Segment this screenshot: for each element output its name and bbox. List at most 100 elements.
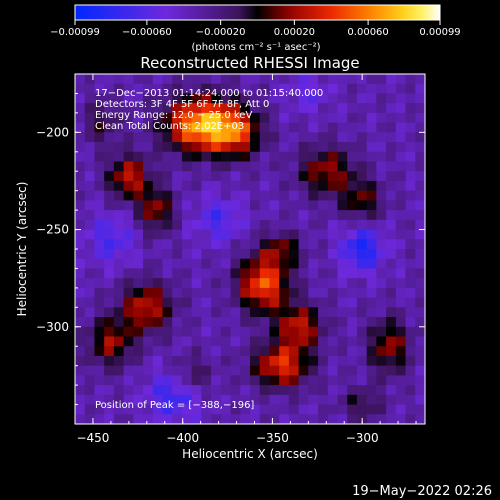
heatmap-cell xyxy=(133,200,144,211)
heatmap-cell xyxy=(356,83,368,94)
heatmap-cell xyxy=(75,404,86,415)
heatmap-cell xyxy=(211,210,222,221)
heatmap-cell xyxy=(75,190,86,201)
heatmap-cell xyxy=(84,219,95,230)
heatmap-cell xyxy=(152,122,163,133)
heatmap-cell xyxy=(347,210,358,221)
heatmap-cell xyxy=(259,103,270,114)
heatmap-cell xyxy=(230,112,241,124)
heatmap-cell xyxy=(94,190,105,201)
heatmap-cell xyxy=(269,151,280,162)
heatmap-cell xyxy=(191,142,202,153)
heatmap-cell xyxy=(201,268,212,279)
heatmap-cell xyxy=(356,278,368,289)
heatmap-cell xyxy=(327,151,338,162)
heatmap-cell xyxy=(230,365,241,376)
heatmap-cell xyxy=(123,336,134,347)
heatmap-cell xyxy=(104,346,115,357)
peak-label: Position of Peak = [−388,−196] xyxy=(95,400,254,411)
heatmap-cell xyxy=(250,180,261,192)
heatmap-cell xyxy=(415,249,426,260)
heatmap-cell xyxy=(250,268,261,279)
heatmap-cell xyxy=(84,385,95,396)
heatmap-cell xyxy=(318,326,329,337)
heatmap-cell xyxy=(337,278,348,289)
heatmap-cell xyxy=(172,103,183,114)
heatmap-cell xyxy=(133,297,144,308)
heatmap-cell xyxy=(123,346,134,357)
colorbar-tick-label: −0.00060 xyxy=(122,27,172,38)
heatmap-cell xyxy=(308,268,319,279)
heatmap-cell xyxy=(113,326,125,337)
heatmap-cell xyxy=(191,190,202,201)
annotation-line: Detectors: 3F 4F 5F 6F 7F 8F, Att 0 xyxy=(95,99,269,110)
heatmap-cell xyxy=(279,355,290,367)
heatmap-cell xyxy=(162,336,173,347)
heatmap-cell xyxy=(386,385,397,396)
heatmap-cell xyxy=(269,414,280,425)
heatmap-cell xyxy=(318,83,329,94)
heatmap-cell xyxy=(181,326,193,337)
heatmap-cell xyxy=(240,394,251,405)
heatmap-cell xyxy=(123,375,134,386)
heatmap-cell xyxy=(259,268,270,279)
heatmap-cell xyxy=(230,278,241,289)
heatmap-cell xyxy=(104,142,115,153)
heatmap-cell xyxy=(269,355,280,367)
heatmap-cell xyxy=(259,151,270,162)
heatmap-cell xyxy=(288,297,300,308)
y-tick-label: −300 xyxy=(36,320,69,334)
heatmap-cell xyxy=(298,414,309,425)
heatmap-cell xyxy=(347,258,358,269)
heatmap-cell xyxy=(211,93,222,104)
heatmap-cell xyxy=(181,200,193,211)
heatmap-cell xyxy=(240,287,251,299)
heatmap-cell xyxy=(395,375,406,386)
heatmap-cell xyxy=(230,375,241,386)
heatmap-cell xyxy=(395,414,406,425)
heatmap-cell xyxy=(395,278,406,289)
heatmap-cell xyxy=(298,122,309,133)
heatmap-cell xyxy=(250,307,261,318)
heatmap-cell xyxy=(356,355,368,367)
heatmap-cell xyxy=(191,307,202,318)
heatmap-cell xyxy=(75,122,86,133)
heatmap-cell xyxy=(113,219,125,230)
heatmap-cell xyxy=(123,278,134,289)
heatmap-cell xyxy=(347,355,358,367)
heatmap-cell xyxy=(220,385,231,396)
heatmap-cell xyxy=(230,326,241,337)
heatmap-cell xyxy=(308,336,319,347)
heatmap-cell xyxy=(288,180,300,192)
heatmap-cell xyxy=(104,83,115,94)
heatmap-cell xyxy=(133,93,144,104)
heatmap-cell xyxy=(220,404,231,415)
heatmap-cell xyxy=(415,74,426,85)
heatmap-cell xyxy=(405,200,416,211)
heatmap-cell xyxy=(366,142,377,153)
heatmap-cell xyxy=(143,346,154,357)
heatmap-cell xyxy=(75,375,86,386)
heatmap-cell xyxy=(386,258,397,269)
heatmap-cell xyxy=(75,239,86,250)
heatmap-cell xyxy=(191,375,202,386)
heatmap-cell xyxy=(337,122,348,133)
heatmap-cell xyxy=(75,258,86,269)
heatmap-cell xyxy=(201,83,212,94)
heatmap-cell xyxy=(230,74,241,85)
heatmap-cell xyxy=(84,190,95,201)
heatmap-cell xyxy=(211,171,222,182)
heatmap-cell xyxy=(279,297,290,308)
heatmap-cell xyxy=(259,355,270,367)
heatmap-cell xyxy=(376,161,387,172)
heatmap-cell xyxy=(308,210,319,221)
heatmap-cell xyxy=(201,93,212,104)
heatmap-cell xyxy=(220,229,231,240)
heatmap-cell xyxy=(94,346,105,357)
heatmap-cell xyxy=(162,307,173,318)
heatmap-cell xyxy=(308,326,319,337)
heatmap-cell xyxy=(162,287,173,299)
heatmap-cell xyxy=(143,375,154,386)
heatmap-cell xyxy=(376,297,387,308)
heatmap-cell xyxy=(162,258,173,269)
